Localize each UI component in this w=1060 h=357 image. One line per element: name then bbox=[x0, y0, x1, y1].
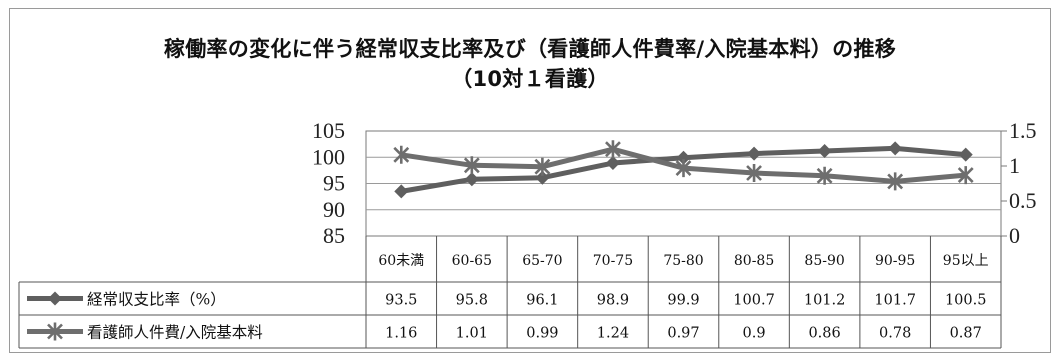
data-point bbox=[816, 166, 833, 185]
data-label: 1.16 bbox=[385, 326, 417, 342]
data-point bbox=[394, 184, 409, 199]
data-label: 101.7 bbox=[874, 293, 916, 309]
legend-marker bbox=[48, 291, 62, 306]
data-label: 93.5 bbox=[385, 293, 417, 309]
data-point bbox=[747, 146, 762, 161]
y-left-tick-label: 105 bbox=[312, 118, 345, 143]
data-point bbox=[676, 150, 691, 165]
data-point bbox=[605, 140, 621, 159]
y-left-tick-label: 100 bbox=[312, 144, 345, 169]
y-right-tick-label: 0 bbox=[1009, 223, 1020, 248]
data-point bbox=[393, 145, 410, 164]
data-point bbox=[746, 164, 762, 182]
y-right-tick-label: 1 bbox=[1009, 153, 1020, 178]
category-label: 60未満 bbox=[378, 253, 424, 269]
legend-label: 看護師人件費/入院基本料 bbox=[87, 323, 263, 342]
y-right-tick-label: 0.5 bbox=[1009, 188, 1037, 213]
data-label: 99.9 bbox=[667, 293, 699, 309]
data-label: 0.87 bbox=[950, 326, 982, 342]
data-point bbox=[888, 141, 903, 156]
data-point bbox=[464, 172, 479, 187]
category-label: 85-90 bbox=[804, 253, 844, 269]
legend-label: 経常収支比率（%） bbox=[87, 291, 226, 309]
category-label: 75-80 bbox=[663, 253, 703, 269]
data-point bbox=[675, 159, 692, 178]
category-label: 90-95 bbox=[875, 253, 915, 269]
data-label: 0.99 bbox=[526, 326, 558, 342]
data-label: 0.9 bbox=[743, 326, 766, 342]
data-point bbox=[958, 147, 973, 162]
category-label: 60-65 bbox=[452, 253, 492, 269]
data-point bbox=[463, 156, 480, 175]
data-point bbox=[535, 170, 550, 185]
data-point bbox=[817, 143, 832, 158]
data-label: 95.8 bbox=[456, 293, 488, 309]
chart-title-line1: 稼働率の変化に伴う経常収支比率及び（看護師人件費率/入院基本料）の推移 bbox=[163, 37, 897, 61]
data-point bbox=[887, 172, 904, 191]
data-label: 0.97 bbox=[667, 326, 699, 342]
y-right-tick-label: 1.5 bbox=[1009, 118, 1037, 143]
data-label: 100.5 bbox=[945, 293, 987, 309]
category-label: 70-75 bbox=[593, 253, 633, 269]
data-label: 100.7 bbox=[733, 293, 775, 309]
legend-marker bbox=[47, 322, 63, 341]
data-point bbox=[534, 157, 551, 176]
data-point bbox=[957, 166, 974, 185]
y-left-tick-label: 90 bbox=[323, 197, 345, 222]
category-label: 65-70 bbox=[522, 253, 562, 269]
data-label: 96.1 bbox=[526, 293, 558, 309]
data-label: 0.78 bbox=[879, 326, 911, 342]
category-label: 95以上 bbox=[943, 253, 989, 269]
data-point bbox=[605, 156, 620, 171]
data-label: 0.86 bbox=[808, 326, 840, 342]
data-label: 101.2 bbox=[804, 293, 846, 309]
y-left-tick-label: 95 bbox=[323, 171, 345, 196]
category-label: 80-85 bbox=[734, 253, 774, 269]
chart-title-line2: （10対１看護） bbox=[451, 67, 609, 91]
data-label: 98.9 bbox=[597, 293, 629, 309]
data-label: 1.01 bbox=[456, 326, 488, 342]
y-left-tick-label: 85 bbox=[323, 223, 345, 248]
data-label: 1.24 bbox=[597, 326, 629, 342]
